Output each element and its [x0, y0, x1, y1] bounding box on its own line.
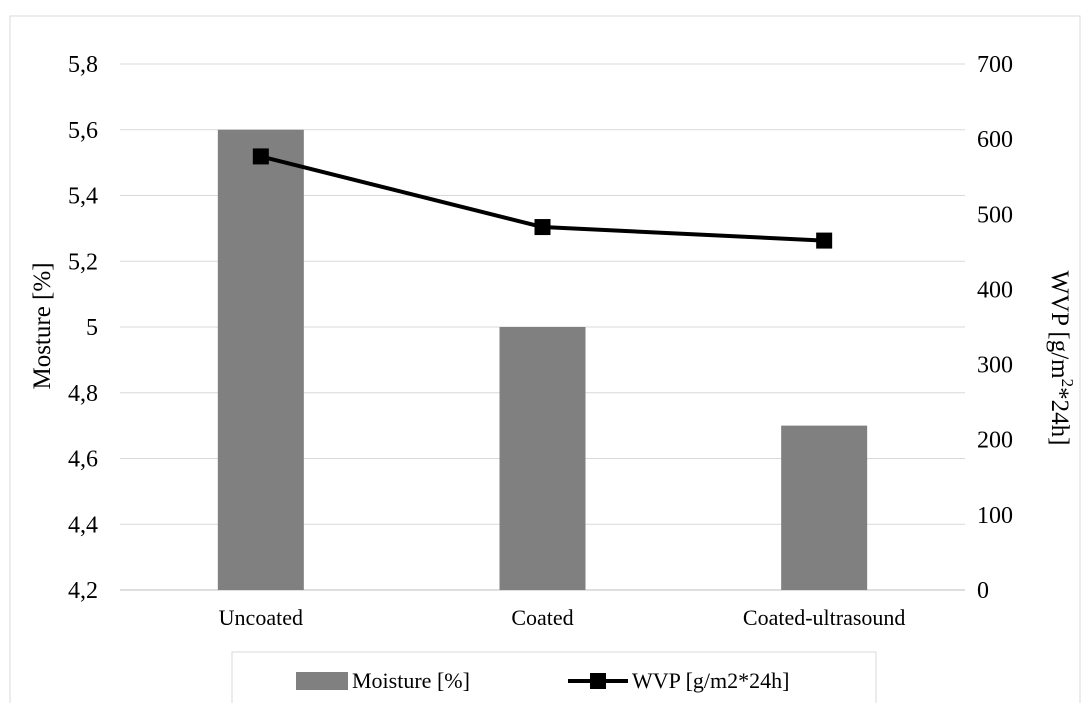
- left-tick-label: 5,6: [68, 118, 98, 144]
- right-axis-title: WVP [g/m2*24h]: [1046, 271, 1077, 446]
- left-tick-label: 4,6: [68, 447, 98, 473]
- right-tick-label: 0: [977, 578, 989, 604]
- right-tick-label: 500: [977, 202, 1013, 228]
- left-tick-label: 5,8: [68, 52, 98, 78]
- category-label: Coated-ultrasound: [743, 605, 906, 630]
- wvp-marker: [252, 148, 269, 165]
- right-tick-label: 200: [977, 428, 1013, 454]
- right-tick-label: 700: [977, 52, 1013, 78]
- left-tick-label: 4,4: [68, 512, 98, 538]
- right-tick-label: 100: [977, 503, 1013, 529]
- left-tick-label: 5,2: [68, 249, 98, 275]
- right-tick-label: 300: [977, 353, 1013, 379]
- bar-series-moisture: [217, 129, 868, 590]
- category-labels: Uncoated Coated Coated-ultrasound: [219, 605, 906, 630]
- wvp-marker: [816, 232, 833, 249]
- legend-label-moisture: Moisture [%]: [352, 668, 470, 693]
- left-axis-ticks: 4,2 4,4 4,6 4,8 5 5,2 5,4 5,6 5,8: [68, 52, 98, 604]
- left-tick-label: 5: [86, 315, 98, 341]
- line-series-wvp: [252, 148, 833, 249]
- legend: Moisture [%] WVP [g/m2*24h]: [231, 651, 877, 703]
- bar-moisture: [217, 129, 304, 590]
- right-tick-label: 400: [977, 277, 1013, 303]
- bar-moisture: [781, 425, 868, 590]
- left-tick-label: 4,8: [68, 381, 98, 407]
- wvp-marker: [534, 219, 551, 236]
- category-label: Uncoated: [219, 605, 303, 630]
- left-tick-label: 4,2: [68, 578, 98, 604]
- right-tick-label: 600: [977, 127, 1013, 153]
- right-axis-ticks: 0 100 200 300 400 500 600 700: [977, 52, 1013, 604]
- left-axis-title: Mosture [%]: [29, 262, 56, 389]
- left-tick-label: 5,4: [68, 184, 98, 210]
- category-label: Coated: [511, 605, 573, 630]
- legend-swatch-wvp-marker: [590, 673, 606, 689]
- legend-swatch-moisture: [296, 672, 348, 690]
- bar-moisture: [499, 327, 586, 590]
- legend-label-wvp: WVP [g/m2*24h]: [632, 668, 789, 693]
